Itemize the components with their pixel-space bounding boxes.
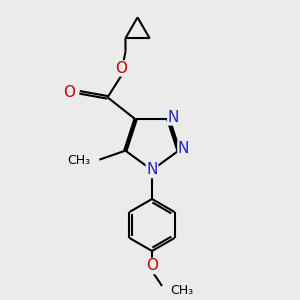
Text: CH₃: CH₃ (67, 154, 90, 167)
Text: O: O (64, 85, 76, 100)
Text: O: O (146, 259, 158, 274)
Text: N: N (168, 110, 179, 125)
Text: N: N (178, 141, 189, 156)
Text: O: O (116, 61, 128, 76)
Text: N: N (146, 163, 158, 178)
Text: CH₃: CH₃ (170, 284, 193, 298)
